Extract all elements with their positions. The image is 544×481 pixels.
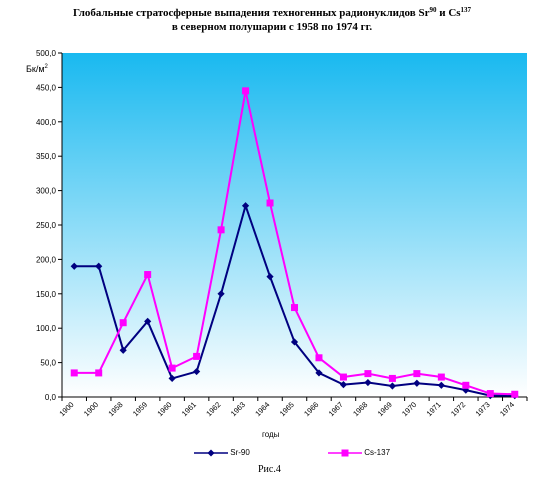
point-cs137 [266, 199, 274, 207]
point-cs137 [242, 87, 250, 95]
x-tick-label: 1974 [498, 400, 516, 418]
y-axis-label: Бк/м2 [26, 64, 48, 74]
figure-caption: Рис.4 [258, 464, 281, 475]
point-cs137 [462, 381, 470, 389]
x-tick-label: 1900 [82, 400, 100, 418]
point-sr90 [339, 381, 348, 389]
legend-item-sr90: Sr-90 [194, 448, 250, 458]
legend-item-cs137: Cs-137 [328, 448, 390, 458]
point-sr90 [119, 346, 127, 354]
legend-label-sr90: Sr-90 [230, 448, 250, 458]
point-sr90 [266, 273, 274, 281]
point-sr90 [217, 290, 225, 298]
x-tick-label: 1972 [449, 400, 467, 418]
x-tick-label: 1900 [57, 400, 75, 418]
y-axis-unit: Бк/м [26, 64, 45, 74]
point-cs137 [168, 364, 176, 372]
point-cs137 [364, 370, 372, 378]
x-tick-label: 1961 [180, 400, 198, 418]
point-cs137 [437, 373, 445, 381]
legend-label-cs137: Cs-137 [364, 448, 391, 458]
title-line1: Глобальные стратосферные выпадения техно… [72, 7, 430, 19]
y-tick-label: 150,0 [36, 290, 57, 299]
x-tick-label: 1960 [155, 400, 173, 418]
y-tick-label: 500,0 [36, 49, 57, 58]
point-sr90 [168, 374, 176, 383]
point-sr90 [290, 338, 299, 346]
point-cs137 [315, 354, 323, 362]
point-cs137 [339, 373, 347, 381]
point-sr90 [388, 382, 396, 390]
point-sr90 [364, 378, 372, 387]
point-sr90 [95, 262, 103, 270]
point-sr90 [413, 379, 421, 387]
x-tick-label: 1971 [425, 400, 443, 418]
point-cs137 [291, 304, 298, 312]
y-tick-label: 200,0 [36, 255, 57, 264]
legend-marker-sr90 [194, 449, 228, 457]
title-mid: и Cs [436, 7, 461, 19]
chart-title: Глобальные стратосферные выпадения техно… [0, 6, 544, 34]
x-tick-label: 1968 [351, 400, 369, 418]
x-tick-label: 1958 [106, 400, 124, 418]
point-cs137 [144, 271, 152, 279]
point-cs137 [388, 374, 396, 382]
point-sr90 [70, 262, 78, 270]
point-cs137 [95, 369, 103, 377]
x-tick-label: 1963 [229, 400, 247, 418]
point-cs137 [70, 369, 78, 377]
point-cs137 [217, 226, 225, 234]
point-cs137 [193, 352, 201, 360]
point-sr90 [241, 202, 250, 210]
y-tick-label: 100,0 [36, 324, 57, 333]
point-sr90 [315, 369, 323, 377]
x-tick-label: 1965 [278, 400, 296, 418]
point-sr90 [193, 367, 201, 376]
y-tick-label: 400,0 [36, 118, 57, 127]
x-tick-label: 1959 [131, 400, 149, 418]
y-tick-label: 0,0 [45, 393, 57, 402]
title-line2: в северном полушарии с 1958 по 1974 гг. [171, 21, 373, 33]
x-axis-label: годы [262, 430, 280, 439]
x-tick-label: 1964 [253, 400, 271, 418]
x-tick-label: 1973 [474, 400, 492, 418]
y-tick-label: 450,0 [36, 83, 57, 92]
x-tick-label: 1962 [204, 400, 222, 418]
y-tick-label: 50,0 [40, 359, 56, 368]
point-cs137 [511, 390, 519, 398]
y-tick-label: 300,0 [36, 187, 57, 196]
point-sr90 [437, 381, 445, 389]
point-cs137 [486, 390, 494, 398]
y-tick-label: 350,0 [36, 152, 57, 161]
title-cs-superscript: 137 [460, 6, 472, 14]
x-tick-label: 1967 [327, 400, 345, 418]
y-axis-unit-sup: 2 [44, 64, 48, 70]
x-tick-label: 1970 [400, 400, 418, 418]
x-tick-label: 1966 [302, 400, 320, 418]
title-sr-superscript: 90 [429, 6, 437, 14]
x-tick-label: 1969 [376, 400, 394, 418]
point-sr90 [144, 317, 152, 325]
point-cs137 [413, 370, 421, 378]
legend-marker-cs137 [328, 449, 362, 457]
y-tick-label: 250,0 [36, 221, 57, 230]
point-cs137 [119, 319, 127, 327]
